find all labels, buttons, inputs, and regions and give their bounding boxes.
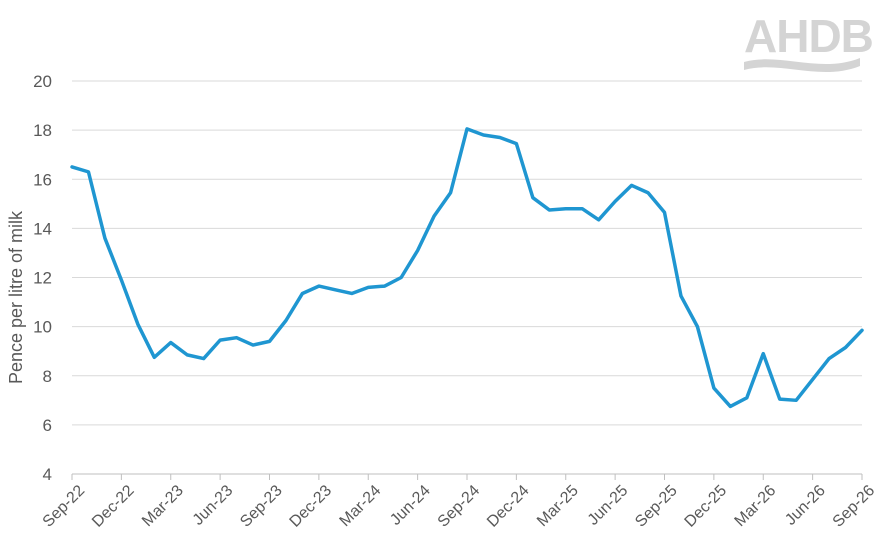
series-line <box>70 127 864 409</box>
x-tick-label: Mar-24 <box>337 482 385 530</box>
x-tick-label: Jun-26 <box>782 482 829 529</box>
x-tick-label: Dec-25 <box>682 482 731 531</box>
x-axis-ticks: Sep-22 Dec-22 Mar-23 Jun-23 Sep-23 Dec-23 Mar-… <box>40 474 879 531</box>
x-tick-label: Dec-23 <box>287 482 336 531</box>
x-tick-label: Sep-22 <box>40 482 89 531</box>
x-tick-label: Jun-25 <box>585 482 632 529</box>
x-tick-label: Mar-25 <box>534 482 582 530</box>
x-tick-label: Sep-23 <box>237 482 286 531</box>
y-axis-ticks: 4 6 8 10 12 14 16 18 20 <box>33 72 52 484</box>
y-tick-label: 8 <box>43 367 52 386</box>
grid-lines <box>72 80 862 426</box>
x-tick-label: Jun-24 <box>387 482 434 529</box>
y-axis-label: Pence per litre of milk <box>6 210 26 384</box>
y-tick-label: 16 <box>33 170 52 189</box>
ahdb-logo-swoosh <box>744 58 860 73</box>
ahdb-logo: AHDB <box>744 10 874 73</box>
y-tick-label: 18 <box>33 121 52 140</box>
y-tick-label: 4 <box>43 465 52 484</box>
x-tick-label: Jun-23 <box>190 482 237 529</box>
x-tick-label: Mar-26 <box>732 482 780 530</box>
x-tick-label: Dec-24 <box>484 482 533 531</box>
x-tick-label: Dec-22 <box>89 482 138 531</box>
y-tick-label: 20 <box>33 72 52 91</box>
x-tick-label: Sep-24 <box>435 482 484 531</box>
y-tick-label: 10 <box>33 318 52 337</box>
y-tick-label: 6 <box>43 416 52 435</box>
series-layer <box>70 127 864 409</box>
x-tick-label: Mar-23 <box>139 482 187 530</box>
ahdb-logo-text: AHDB <box>744 10 873 62</box>
y-tick-label: 14 <box>33 219 52 238</box>
x-tick-label: Sep-25 <box>632 482 681 531</box>
y-tick-label: 12 <box>33 269 52 288</box>
x-tick-label: Sep-26 <box>830 482 879 531</box>
